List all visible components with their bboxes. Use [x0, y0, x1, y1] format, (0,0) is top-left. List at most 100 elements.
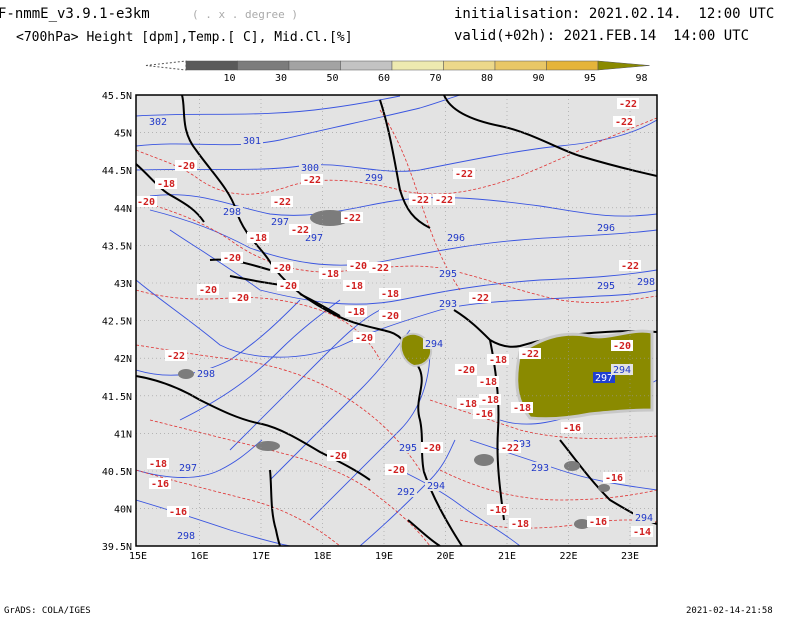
cloud-patches: [178, 210, 654, 529]
height-label-bg: [397, 442, 419, 453]
temp-label-bg: [167, 506, 189, 517]
height-label-bg: [177, 462, 199, 473]
height-label: 293: [531, 463, 549, 474]
colorbar-label: 50: [326, 73, 339, 84]
temp-label-bg: [477, 376, 499, 387]
temp-label: -20: [199, 285, 217, 296]
temp-label: -20: [329, 451, 347, 462]
temp-label: -18: [157, 179, 175, 190]
variables-title: <700hPa> Height [dpm],Temp.[ C], Mid.Cl.…: [16, 30, 353, 45]
temp-label: -20: [387, 465, 405, 476]
temp-label: -22: [411, 195, 429, 206]
height-label-bg: [593, 372, 615, 383]
lat-label: 44N: [114, 204, 132, 215]
temp-label-bg: [247, 232, 269, 243]
temp-label: -22: [621, 261, 639, 272]
temp-label: -22: [619, 99, 637, 110]
height-label-bg: [595, 280, 617, 291]
lat-label: 42.5N: [102, 317, 132, 328]
footer-right: 2021-02-14-21:58: [686, 606, 773, 616]
temp-label: -16: [563, 423, 581, 434]
temp-label: -20: [137, 197, 155, 208]
temp-label-bg: [175, 160, 197, 171]
temp-label-bg: [379, 310, 401, 321]
temp-label-bg: [457, 398, 479, 409]
temp-label-bg: [613, 116, 635, 127]
height-label: 294: [635, 513, 653, 524]
temp-label-bg: [453, 168, 475, 179]
height-label-bg: [303, 232, 325, 243]
height-label: 296: [597, 223, 615, 234]
height-label: 296: [447, 233, 465, 244]
temp-label-bg: [343, 280, 365, 291]
temp-label-bg: [619, 260, 641, 271]
height-label-bg: [363, 172, 385, 183]
height-label-bg: [437, 268, 459, 279]
temp-label: -22: [615, 117, 633, 128]
lat-label: 39.5N: [102, 542, 132, 553]
temp-label: -20: [355, 333, 373, 344]
height-label: 293: [513, 439, 531, 450]
height-label-bg: [195, 368, 217, 379]
temp-label: -22: [371, 263, 389, 274]
temp-label: -22: [303, 175, 321, 186]
height-label: 297: [595, 373, 613, 384]
height-label: 301: [243, 136, 261, 147]
temp-label: -16: [169, 507, 187, 518]
temp-label-bg: [603, 472, 625, 483]
lon-label: 21E: [498, 551, 516, 562]
temp-label: -22: [501, 443, 519, 454]
height-label: 298: [637, 277, 655, 288]
colorbar-label: 90: [532, 73, 545, 84]
temp-label-bg: [385, 464, 407, 475]
lon-label: 22E: [559, 551, 577, 562]
lon-label: 19E: [375, 551, 393, 562]
height-label: 295: [399, 443, 417, 454]
temp-label: -22: [167, 351, 185, 362]
temp-label: -16: [151, 479, 169, 490]
temp-label: -20: [279, 281, 297, 292]
height-label-bg: [437, 298, 459, 309]
temp-label: -14: [633, 527, 651, 538]
temp-label: -20: [231, 293, 249, 304]
temp-label: -18: [345, 281, 363, 292]
temp-label-bg: [473, 408, 495, 419]
temp-label: -22: [343, 213, 361, 224]
temperature-contours: [136, 109, 657, 546]
temp-label: -18: [149, 459, 167, 470]
temp-label-bg: [149, 478, 171, 489]
height-label-bg: [633, 512, 655, 523]
temp-label: -20: [423, 443, 441, 454]
temp-label: -18: [511, 519, 529, 530]
temp-label-bg: [353, 332, 375, 343]
lat-label: 44.5N: [102, 166, 132, 177]
height-label: 298: [177, 531, 195, 542]
temp-label-bg: [229, 292, 251, 303]
model-title: F-nmmE_v3.9.1-e3km: [0, 6, 150, 22]
temp-label-bg: [455, 364, 477, 375]
temp-label-bg: [617, 98, 639, 109]
colorbar-label: 30: [274, 73, 288, 84]
temp-label-bg: [487, 354, 509, 365]
height-label: 299: [365, 173, 383, 184]
height-label-bg: [595, 222, 617, 233]
lon-label: 18E: [313, 551, 331, 562]
lat-label: 41N: [114, 429, 132, 440]
temp-label: -16: [605, 473, 623, 484]
lon-label: 20E: [436, 551, 454, 562]
temp-label-bg: [301, 174, 323, 185]
temp-label-bg: [221, 252, 243, 263]
height-label: 302: [149, 117, 167, 128]
height-label: 295: [597, 281, 615, 292]
temp-label: -16: [475, 409, 493, 420]
init-time: initialisation: 2021.02.14. 12:00 UTC: [454, 6, 775, 22]
temp-label: -20: [457, 365, 475, 376]
height-label: 292: [397, 487, 415, 498]
colorbar: [145, 60, 650, 71]
lat-label: 41.5N: [102, 392, 132, 403]
temp-label: -18: [347, 307, 365, 318]
temp-label-bg: [409, 194, 431, 205]
temp-label: -16: [589, 517, 607, 528]
temp-label: -18: [513, 403, 531, 414]
temp-label-bg: [421, 442, 443, 453]
